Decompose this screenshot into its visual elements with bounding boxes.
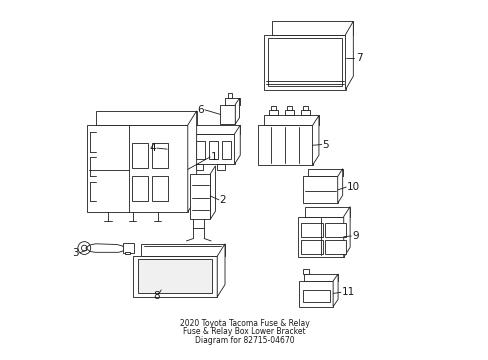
Bar [286, 106, 291, 110]
Text: 6: 6 [197, 105, 203, 115]
Polygon shape [304, 274, 337, 281]
Polygon shape [133, 256, 217, 297]
Polygon shape [299, 281, 332, 306]
Text: 10: 10 [346, 182, 360, 192]
Polygon shape [141, 244, 224, 256]
Text: 8: 8 [153, 291, 160, 301]
Polygon shape [307, 168, 342, 176]
Bar [151, 143, 167, 168]
Bar [324, 223, 345, 237]
Bar [209, 141, 218, 159]
Polygon shape [224, 98, 239, 104]
Bar [151, 176, 167, 201]
Bar [124, 252, 129, 255]
Polygon shape [167, 134, 234, 164]
Text: 2: 2 [219, 195, 226, 205]
Polygon shape [220, 104, 235, 124]
Polygon shape [85, 244, 124, 252]
Polygon shape [303, 176, 337, 203]
Polygon shape [298, 216, 343, 257]
Bar [301, 110, 309, 116]
Bar [267, 38, 341, 86]
Bar [285, 110, 293, 116]
Text: 2020 Toyota Tacoma Fuse & Relay: 2020 Toyota Tacoma Fuse & Relay [179, 319, 309, 328]
Polygon shape [189, 174, 210, 219]
Bar [132, 143, 148, 168]
Bar [303, 289, 329, 302]
Text: 5: 5 [322, 140, 328, 149]
Text: 3: 3 [72, 248, 79, 258]
Bar [170, 141, 179, 159]
Bar [222, 141, 230, 159]
Polygon shape [337, 168, 342, 203]
Polygon shape [343, 207, 349, 257]
Text: 7: 7 [355, 53, 362, 63]
Polygon shape [210, 166, 215, 219]
Bar [270, 106, 276, 110]
Polygon shape [96, 111, 196, 125]
Text: 4: 4 [149, 143, 156, 153]
Polygon shape [257, 125, 312, 165]
Polygon shape [187, 111, 196, 212]
Polygon shape [332, 274, 337, 306]
Polygon shape [234, 125, 240, 164]
Bar [228, 93, 231, 98]
Polygon shape [304, 207, 349, 216]
Bar [301, 223, 322, 237]
Bar [216, 164, 224, 170]
Text: Fuse & Relay Box Lower Bracket: Fuse & Relay Box Lower Bracket [183, 327, 305, 336]
Text: 1: 1 [211, 152, 217, 162]
Polygon shape [312, 116, 318, 165]
Bar [196, 141, 205, 159]
Polygon shape [173, 125, 240, 134]
Text: 9: 9 [351, 231, 358, 241]
Bar [138, 259, 211, 293]
Polygon shape [217, 244, 224, 297]
Bar [324, 240, 345, 254]
Text: 11: 11 [341, 287, 354, 297]
Bar [132, 176, 148, 201]
Bar [303, 269, 309, 274]
Bar [183, 141, 192, 159]
Polygon shape [264, 35, 345, 90]
Bar [301, 240, 322, 254]
Polygon shape [235, 98, 239, 124]
Polygon shape [345, 21, 353, 90]
Bar [122, 243, 134, 253]
Polygon shape [86, 125, 187, 212]
Bar [269, 110, 278, 116]
Bar [174, 164, 182, 170]
Bar [195, 164, 203, 170]
Polygon shape [264, 116, 318, 125]
Bar [303, 106, 307, 110]
Text: Diagram for 82715-04670: Diagram for 82715-04670 [194, 336, 294, 345]
Polygon shape [271, 21, 353, 35]
